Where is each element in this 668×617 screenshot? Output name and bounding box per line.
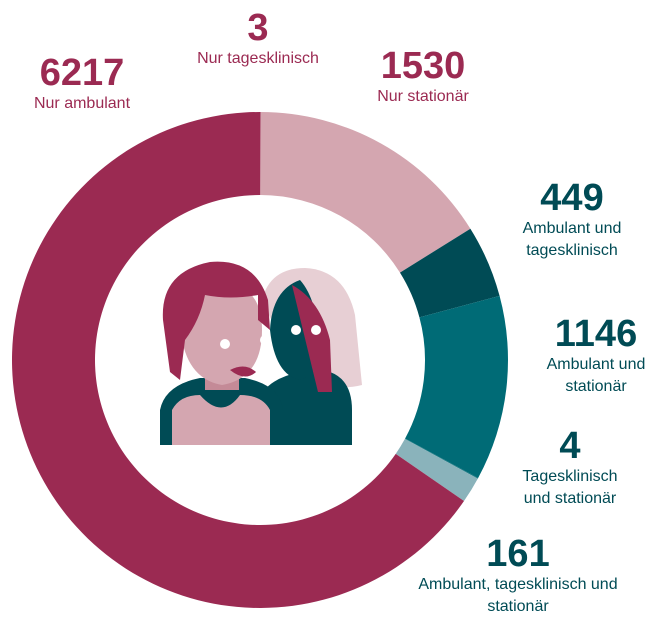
- category-label: Nur stationär: [343, 86, 503, 108]
- illustration: [160, 262, 362, 445]
- value-label: 6217: [2, 53, 162, 93]
- chart: 3Nur tagesklinisch1530Nur stationär449Am…: [0, 0, 668, 617]
- value-label: 4: [513, 426, 628, 466]
- category-label: Nur tagesklinisch: [178, 48, 338, 70]
- category-label: Tagesklinisch und stationär: [513, 466, 628, 510]
- category-label: Ambulant und stationär: [534, 354, 659, 398]
- category-label: Nur ambulant: [2, 93, 162, 115]
- value-label: 1530: [343, 46, 503, 86]
- category-label: Ambulant und tagesklinisch: [510, 218, 635, 262]
- value-label: 1146: [534, 314, 659, 354]
- value-label: 3: [178, 8, 338, 48]
- value-label: 161: [413, 534, 623, 574]
- category-label: Ambulant, tagesklinisch und stationär: [413, 574, 623, 617]
- value-label: 449: [510, 178, 635, 218]
